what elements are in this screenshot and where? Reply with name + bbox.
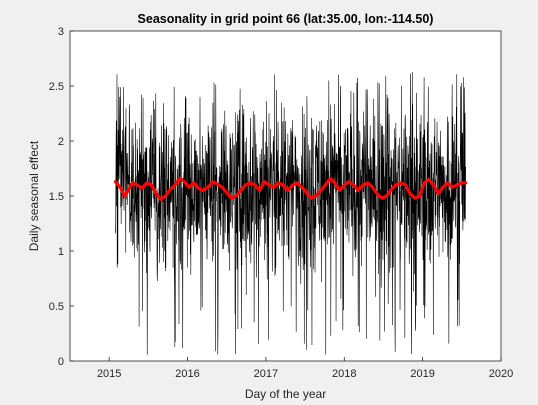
x-tick-label: 2015 — [97, 368, 121, 380]
y-tick-label: 0 — [58, 356, 64, 368]
x-tick-label: 2016 — [175, 368, 199, 380]
x-tick-label: 2019 — [410, 368, 434, 380]
x-tick-label: 2020 — [489, 368, 513, 380]
x-tick-label: 2018 — [332, 368, 356, 380]
smoothed-line — [113, 176, 468, 201]
x-tick-label: 2017 — [254, 368, 278, 380]
y-axis-label: Daily seasonal effect — [27, 140, 41, 251]
y-tick-label: 3 — [58, 26, 64, 38]
y-tick-label: 2.5 — [49, 81, 64, 93]
y-tick-label: 1.5 — [49, 191, 64, 203]
y-axis: 0 0.5 1 1.5 2 2.5 3 — [49, 26, 74, 368]
x-axis: 2015 2016 2017 2018 2019 2020 — [97, 357, 513, 380]
x-axis-label: Day of the year — [245, 387, 326, 401]
chart-title: Seasonality in grid point 66 (lat:35.00,… — [138, 12, 434, 26]
y-tick-label: 0.5 — [49, 301, 64, 313]
smoothed-series — [113, 176, 468, 201]
y-tick-label: 1 — [58, 246, 64, 258]
y-tick-label: 2 — [58, 136, 64, 148]
